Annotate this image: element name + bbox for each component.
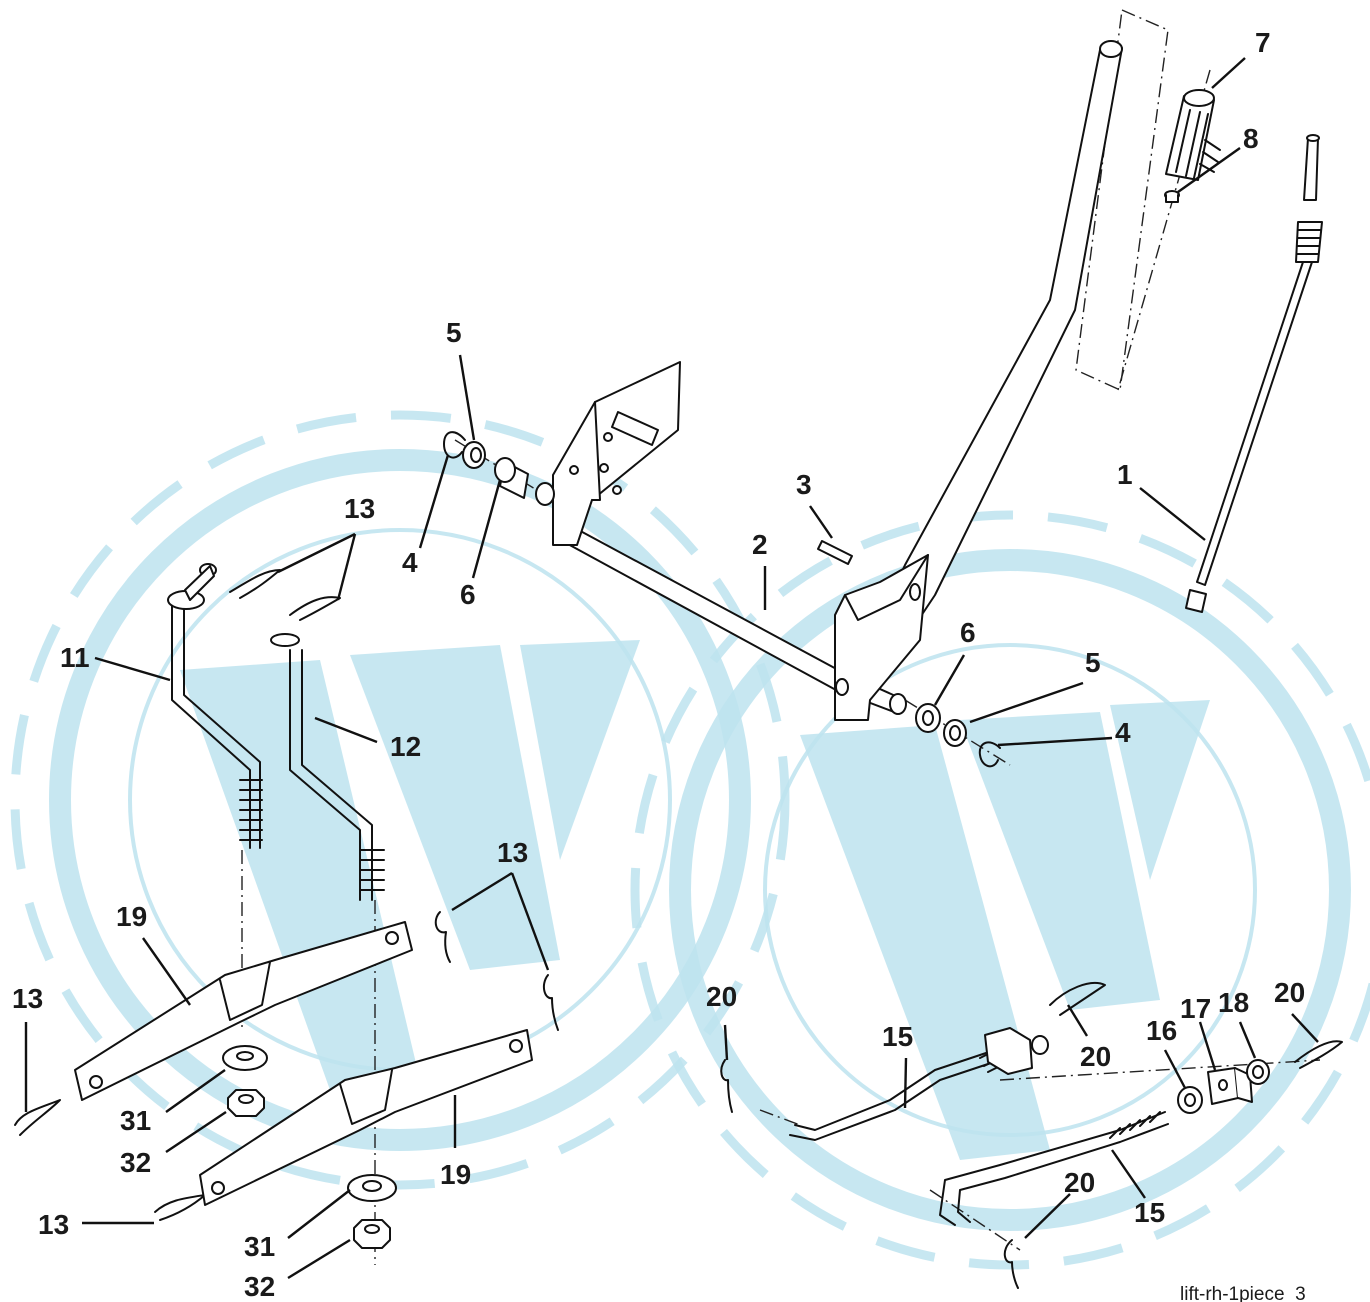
callout-20-left: 20: [706, 981, 737, 1012]
hair-pin-part-20-c: [1294, 1040, 1343, 1069]
lift-handle-lever: [834, 40, 1123, 721]
nut-part-18: [1246, 1059, 1270, 1085]
nut-part-16: [1177, 1086, 1203, 1114]
lift-arm-part-19-lower: [199, 1029, 533, 1206]
callout-13-top: 13: [344, 493, 375, 524]
callout-19-upper: 19: [116, 901, 147, 932]
washer-part-5-right: [943, 719, 967, 747]
callout-20-bottom: 20: [1064, 1167, 1095, 1198]
lift-arm-part-19-upper: [74, 921, 413, 1101]
handle-grip-part-7: [1165, 89, 1221, 181]
callout-32-upper: 32: [120, 1147, 151, 1178]
hair-pin-part-13-b: [289, 596, 341, 621]
hair-pin-part-20-b: [1049, 981, 1106, 1016]
callout-7: 7: [1255, 27, 1271, 58]
callout-13-bottom: 13: [38, 1209, 69, 1240]
callout-16: 16: [1146, 1015, 1177, 1046]
watermark-logo: [10, 410, 1370, 1270]
spacer-part-31-upper: [222, 1045, 268, 1071]
callout-13-left: 13: [12, 983, 43, 1014]
nut-part-32-lower: [353, 1219, 391, 1249]
callout-4-right: 4: [1115, 717, 1131, 748]
callout-4-top: 4: [402, 547, 418, 578]
screw-part-8: [1164, 190, 1180, 203]
hair-pin-part-13-c: [434, 911, 451, 963]
hair-pin-part-20-a: [720, 1059, 733, 1113]
trunnion-assembly-upper: [984, 1027, 1049, 1075]
callout-1: 1: [1117, 459, 1133, 490]
callout-3: 3: [796, 469, 812, 500]
lift-link-part-11: [167, 563, 263, 849]
callout-5-right: 5: [1085, 647, 1101, 678]
figure-id: lift-rh-1piece_3: [1180, 1284, 1306, 1302]
lift-link-part-12: [270, 633, 385, 901]
leader-lines: [24, 57, 1319, 1280]
callout-32-lower: 32: [244, 1271, 275, 1302]
callout-12: 12: [390, 731, 421, 762]
e-clip-part-4-right: [978, 741, 1001, 768]
hair-pin-part-13-f: [154, 1194, 206, 1221]
callout-15-upper: 15: [882, 1021, 913, 1052]
trunnion-block-part-17: [1207, 1067, 1253, 1105]
callout-6-right: 6: [960, 617, 976, 648]
washer-part-5-top: [462, 441, 486, 469]
callout-15-lower: 15: [1134, 1197, 1165, 1228]
watermark-gear-left: [10, 410, 790, 1190]
callout-20-right: 20: [1274, 977, 1305, 1008]
callout-2: 2: [752, 529, 768, 560]
callout-6-top: 6: [460, 579, 476, 610]
mounting-plate: [535, 361, 681, 546]
spacer-part-31-lower: [347, 1174, 397, 1202]
adjustment-rod-part-15-lower: [939, 1111, 1169, 1226]
callout-labels: 7 8 5 4 6 13 3 2 1 11 12 6 5 4 13 19 13 …: [12, 27, 1305, 1302]
hair-pin-part-20-d: [1003, 1239, 1019, 1289]
hair-pin-part-13-e: [14, 1099, 61, 1136]
callout-18: 18: [1218, 987, 1249, 1018]
hair-pin-part-13-d: [542, 974, 559, 1031]
callout-19-lower: 19: [440, 1159, 471, 1190]
callout-31-upper: 31: [120, 1105, 151, 1136]
callout-5-top: 5: [446, 317, 462, 348]
callout-31-lower: 31: [244, 1231, 275, 1262]
callout-17: 17: [1180, 993, 1211, 1024]
callout-8: 8: [1243, 123, 1259, 154]
roll-pin-part-3: [817, 540, 853, 565]
bushing-part-6-right: [915, 703, 941, 733]
cable-part-1: [1185, 134, 1323, 613]
callout-20-middle: 20: [1080, 1041, 1111, 1072]
e-clip-part-4-top: [443, 431, 466, 459]
callout-13-middle: 13: [497, 837, 528, 868]
callout-11: 11: [60, 642, 90, 673]
nut-part-32-upper: [227, 1089, 265, 1117]
bushing-part-6-top: [494, 457, 529, 499]
